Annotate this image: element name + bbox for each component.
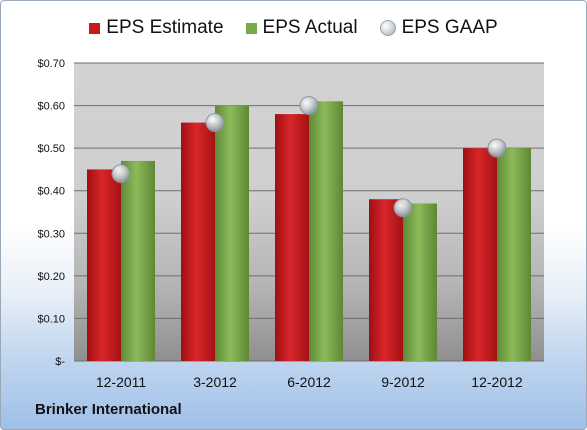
y-axis-ticks: $- $0.10 $0.20 $0.30 $0.40 $0.50 $0.60 $0.70: [37, 58, 65, 368]
bar-eps-estimate: [275, 114, 309, 361]
legend-entry-estimate: EPS Estimate: [89, 17, 224, 39]
bar-eps-actual: [497, 148, 531, 361]
y-tick-label: $0.10: [37, 313, 65, 325]
point-eps-gaap: [299, 96, 319, 116]
x-tick-label: 12-2011: [96, 374, 147, 390]
y-tick-label: $0.30: [37, 228, 65, 240]
point-eps-gaap: [205, 113, 225, 133]
bar-eps-actual: [309, 101, 343, 362]
bars: [87, 101, 531, 362]
company-name: Brinker International: [35, 401, 182, 418]
bar-eps-estimate: [181, 122, 215, 361]
point-eps-gaap: [393, 198, 413, 218]
legend-label-estimate: EPS Estimate: [106, 17, 224, 38]
bar-eps-estimate: [369, 199, 403, 361]
legend-marker-gaap: [379, 20, 396, 36]
y-tick-label: $0.50: [37, 143, 65, 155]
x-tick-label: 6-2012: [287, 374, 331, 390]
legend-entry-actual: EPS Actual: [245, 17, 358, 39]
legend-swatch-estimate: [89, 22, 101, 34]
legend-entry-gaap: EPS GAAP: [379, 17, 498, 39]
y-tick-label: $0.60: [37, 101, 65, 113]
x-tick-label: 12-2012: [471, 374, 523, 390]
legend-label-actual: EPS Actual: [262, 17, 358, 38]
bar-eps-actual: [403, 203, 437, 361]
bar-eps-estimate: [463, 148, 497, 361]
x-axis-ticks: 12-2011 3-2012 6-2012 9-2012 12-2012: [96, 374, 523, 390]
x-tick-label: 9-2012: [381, 374, 425, 390]
y-tick-label: $-: [55, 356, 65, 368]
y-tick-label: $0.40: [37, 186, 65, 198]
y-tick-label: $0.20: [37, 271, 65, 283]
gaap-points: [111, 96, 507, 218]
y-tick-label: $0.70: [37, 58, 65, 70]
legend-swatch-actual: [245, 22, 257, 34]
x-tick-label: 3-2012: [193, 374, 237, 390]
bar-eps-estimate: [87, 169, 121, 361]
bar-eps-actual: [215, 105, 249, 361]
point-eps-gaap: [111, 164, 131, 184]
legend: EPS Estimate EPS Actual EPS GAAP: [1, 17, 586, 39]
bar-eps-actual: [121, 160, 155, 361]
legend-label-gaap: EPS GAAP: [401, 17, 498, 38]
point-eps-gaap: [487, 138, 507, 158]
